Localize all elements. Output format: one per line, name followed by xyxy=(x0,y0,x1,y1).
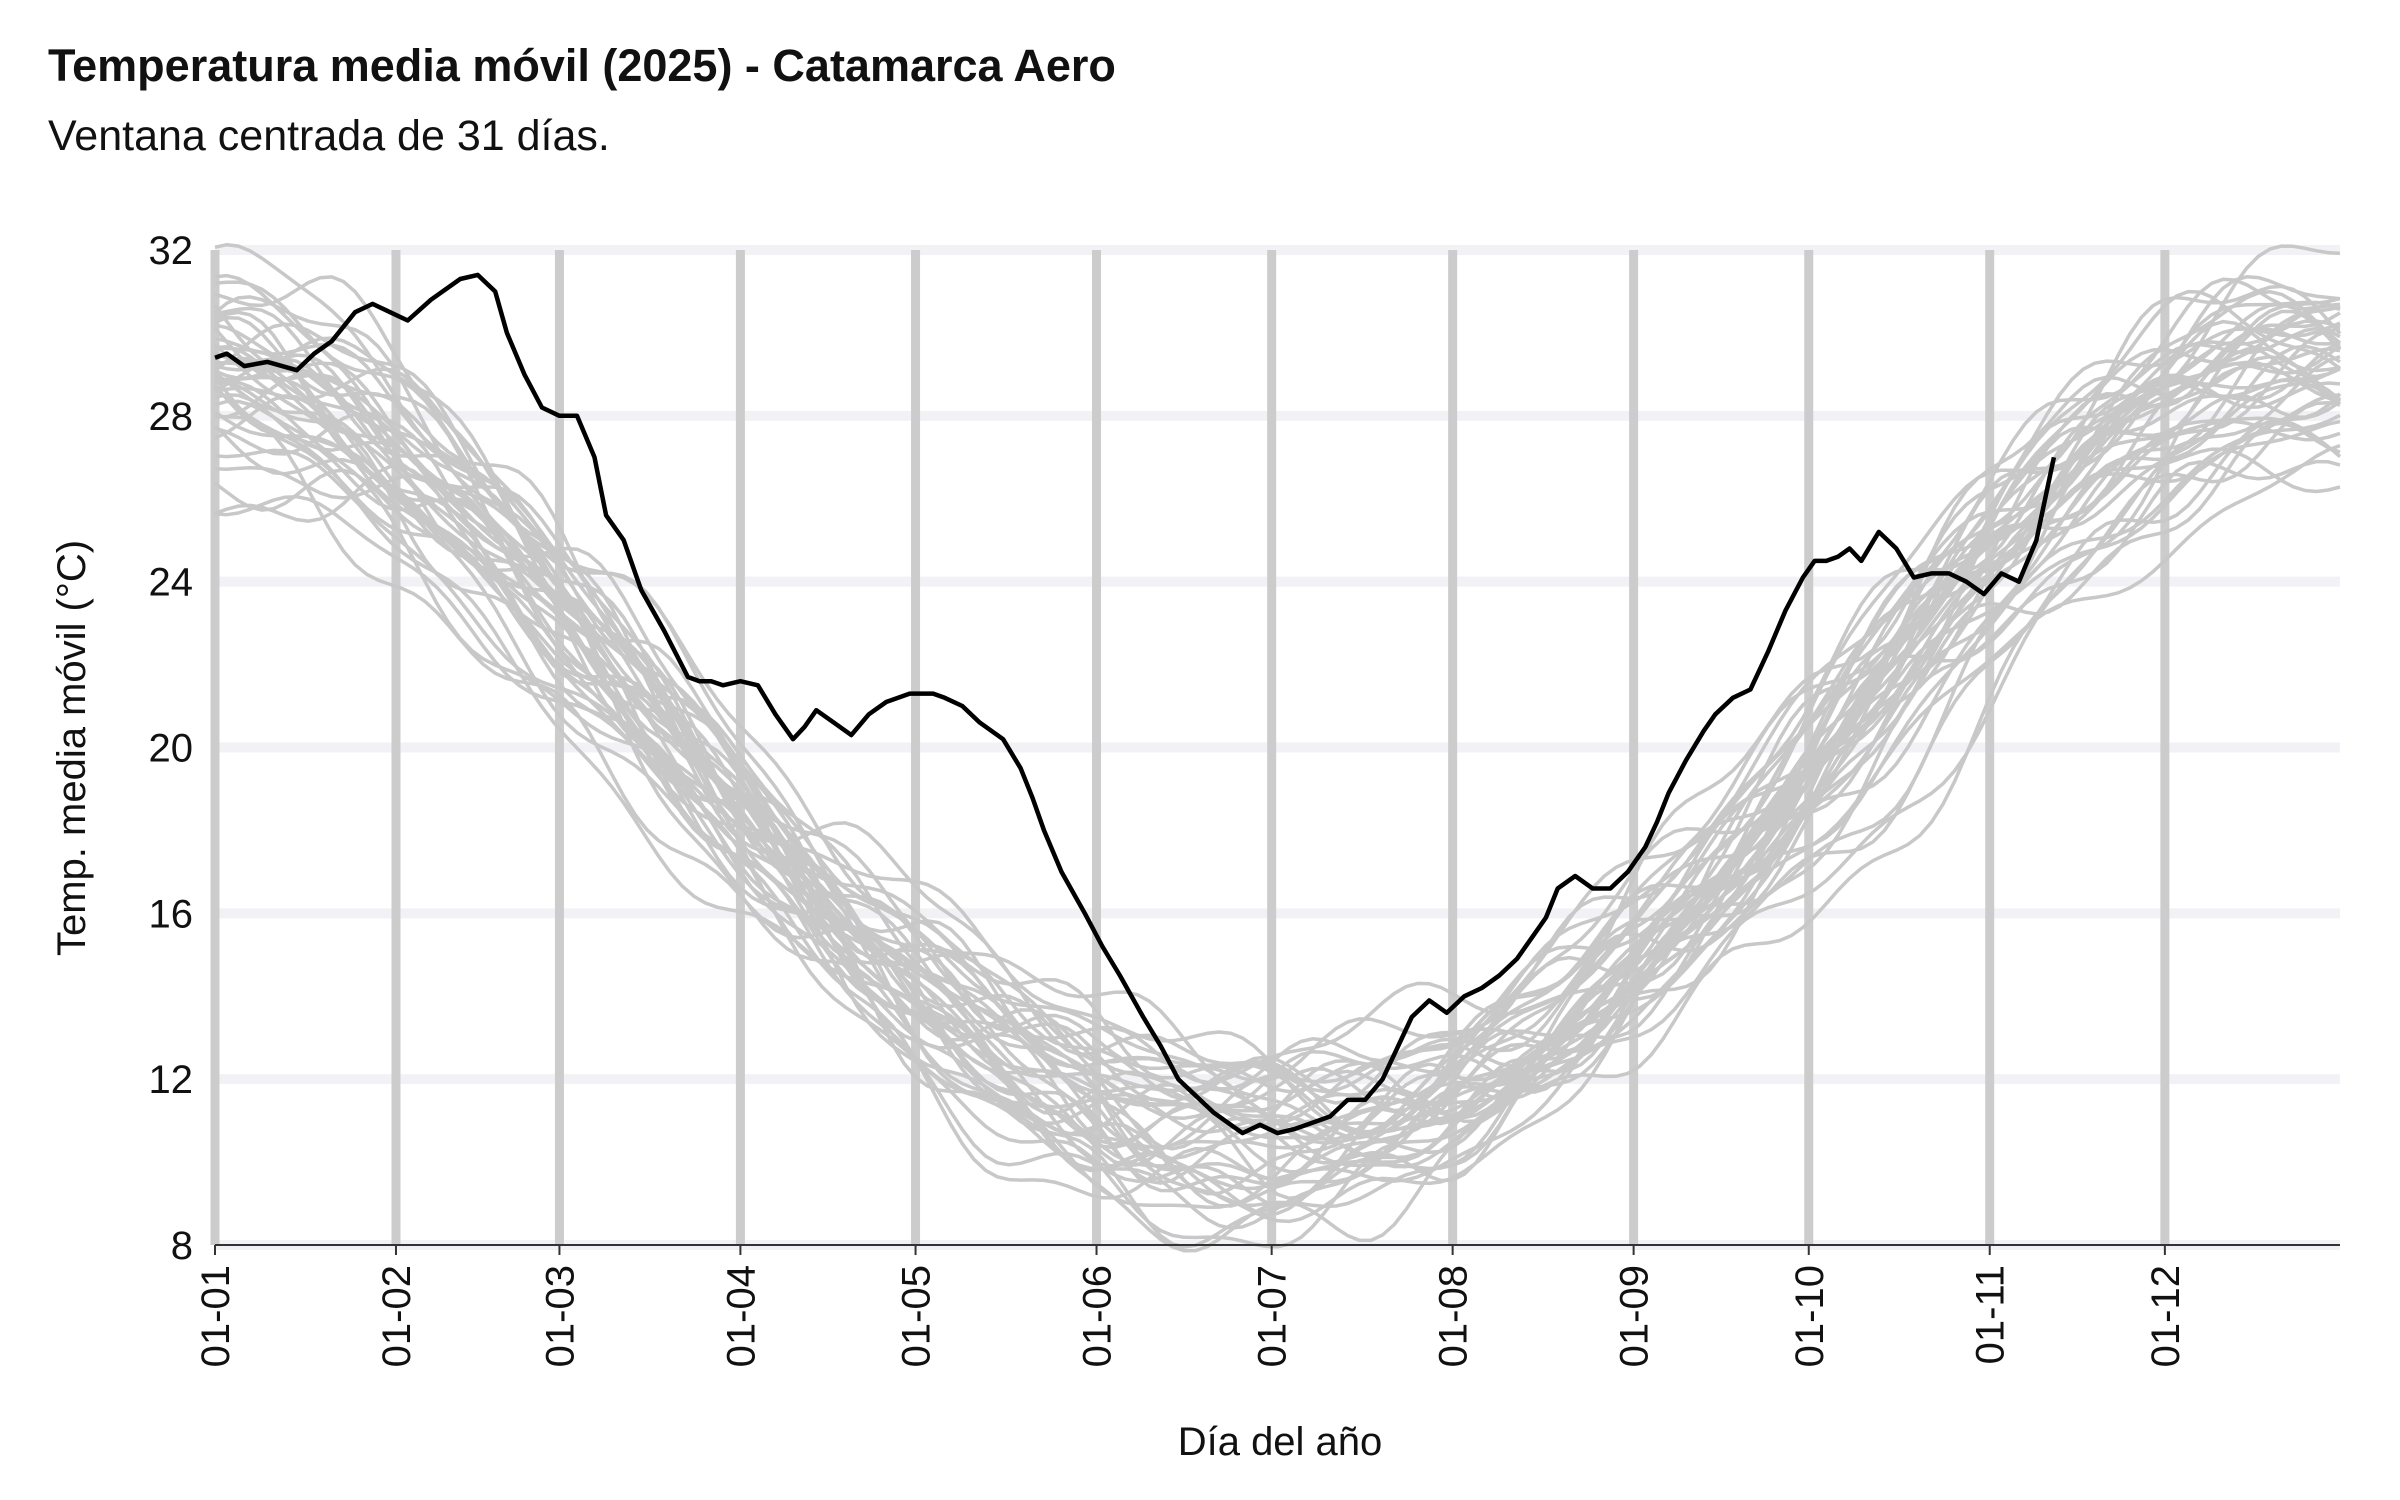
history-series-line xyxy=(214,326,2341,1112)
history-series-line xyxy=(214,310,2342,1134)
series-line-2025 xyxy=(214,272,2057,1136)
y-tick-label: 32 xyxy=(149,229,194,273)
x-axis-label: Día del año xyxy=(1178,1420,1383,1464)
history-series-line xyxy=(214,289,2342,1159)
history-series-line xyxy=(214,284,2342,1116)
history-series-line xyxy=(214,275,2341,1123)
x-tick-labels: 01-01 01-02 01-03 01-04 01-05 01-06 01-07 01-08… xyxy=(194,1245,2188,1367)
y-axis-label: Temp. media móvil (°C) xyxy=(50,540,94,956)
history-series-line xyxy=(214,280,2341,1140)
history-series-line xyxy=(214,393,2341,1209)
history-series-line xyxy=(214,304,2341,1091)
y-tick-label: 8 xyxy=(171,1224,193,1268)
history-series-line xyxy=(214,319,2341,1085)
month-gridlines xyxy=(210,250,2170,1245)
x-tick-label: 01-10 xyxy=(1788,1265,1832,1367)
y-tick-label: 20 xyxy=(149,727,194,771)
x-tick-label: 01-06 xyxy=(1076,1265,1120,1367)
x-tick-label: 01-05 xyxy=(895,1265,939,1367)
x-tick-label: 01-04 xyxy=(719,1265,763,1367)
x-tick-label: 01-01 xyxy=(194,1265,238,1367)
horizontal-grid xyxy=(215,245,2340,1250)
history-series-line xyxy=(214,273,2342,1171)
history-series-line xyxy=(214,242,2341,1155)
x-tick-label: 01-12 xyxy=(2144,1265,2188,1367)
history-series-line xyxy=(214,244,2341,1185)
history-series-line xyxy=(214,321,2341,1083)
y-tick-label: 16 xyxy=(149,892,194,936)
x-tick-label: 01-02 xyxy=(375,1265,419,1367)
history-series-line xyxy=(213,365,2341,1249)
history-series-line xyxy=(214,443,2341,1191)
history-series-line xyxy=(214,347,2341,1146)
y-tick-label: 28 xyxy=(149,395,194,439)
x-tick-label: 01-11 xyxy=(1969,1265,2013,1364)
history-series-line xyxy=(214,380,2341,1183)
history-series-line xyxy=(214,356,2342,1135)
x-tick-label: 01-08 xyxy=(1432,1265,1476,1367)
highlight-series-group xyxy=(214,272,2057,1136)
history-series-line xyxy=(214,344,2341,1253)
y-tick-label: 12 xyxy=(149,1058,194,1102)
history-series-line xyxy=(214,277,2341,1150)
x-tick-label: 01-07 xyxy=(1251,1265,1295,1367)
history-series-line xyxy=(213,386,2341,1174)
y-tick-labels: 8 12 16 20 24 28 32 xyxy=(149,229,194,1268)
chart-title: Temperatura media móvil (2025) - Catamar… xyxy=(48,40,1116,91)
x-tick-label: 01-09 xyxy=(1613,1265,1657,1367)
history-series-line xyxy=(213,295,2342,1124)
history-series-line xyxy=(213,343,2341,1129)
x-tick-label: 01-03 xyxy=(538,1265,582,1367)
history-series-line xyxy=(214,275,2341,1168)
chart-subtitle: Ventana centrada de 31 días. xyxy=(48,112,610,160)
y-tick-label: 24 xyxy=(149,561,194,605)
